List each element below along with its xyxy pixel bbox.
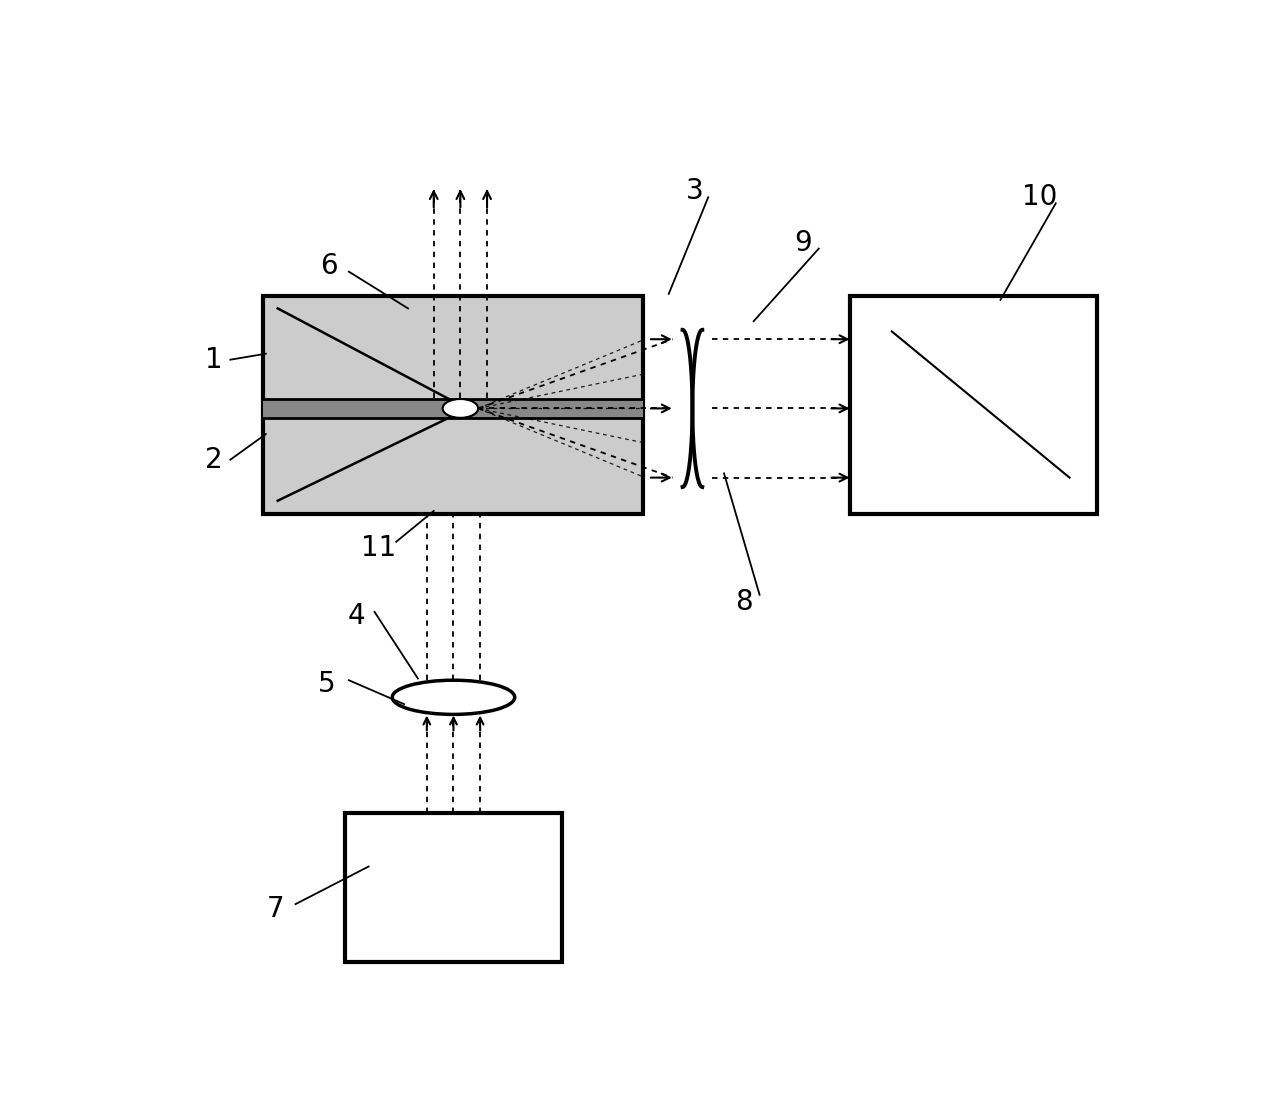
Ellipse shape (442, 398, 478, 417)
Text: 4: 4 (348, 602, 366, 630)
Bar (262, 398, 643, 417)
Text: 11: 11 (361, 534, 396, 562)
Text: 2: 2 (205, 446, 223, 474)
Text: 7: 7 (268, 896, 284, 924)
Text: 5: 5 (318, 670, 336, 698)
Text: 1: 1 (205, 345, 223, 374)
Text: 9: 9 (794, 229, 812, 256)
Bar (345, 813, 562, 962)
Text: 8: 8 (735, 587, 753, 616)
Text: 6: 6 (320, 252, 338, 280)
Bar (851, 295, 1097, 514)
Text: 10: 10 (1022, 183, 1057, 211)
Bar (262, 295, 643, 514)
Text: 3: 3 (685, 178, 703, 205)
